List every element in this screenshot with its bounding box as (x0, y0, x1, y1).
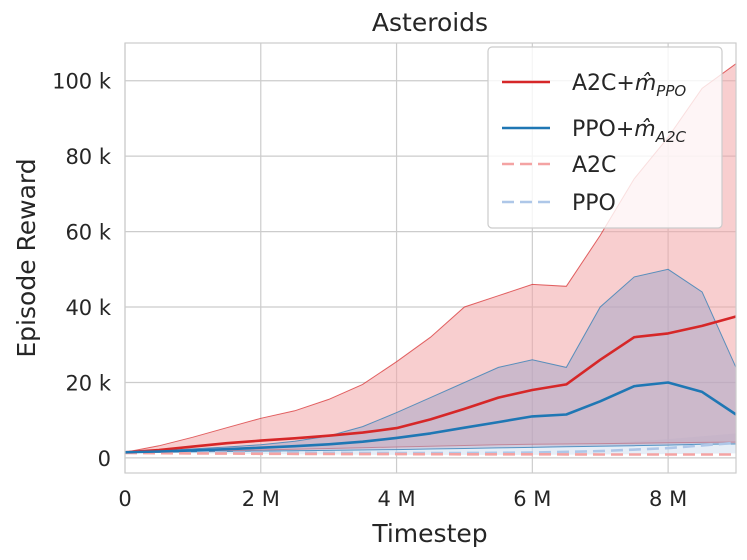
y-tick-label: 20 k (65, 371, 111, 395)
legend-label: A2C (572, 153, 616, 178)
legend-label: PPO (572, 191, 616, 216)
legend: A2C+m̂PPO PPO+m̂A2C A2C PPO (487, 46, 723, 229)
y-tick-labels: 0 20 k 40 k 60 k 80 k 100 k (52, 70, 112, 471)
legend-box (487, 46, 723, 229)
y-tick-label: 60 k (65, 221, 111, 245)
series-lines (124, 315, 737, 456)
series-line-2 (124, 451, 736, 456)
band-series-3 (125, 433, 736, 455)
series-line-0 (124, 315, 737, 454)
y-tick-label: 0 (98, 447, 111, 471)
chart-title: Asteroids (372, 8, 488, 37)
x-tick-label: 6 M (513, 487, 551, 511)
x-tick-label: 4 M (377, 487, 415, 511)
plot-frame (124, 42, 737, 474)
y-tick-label: 40 k (65, 296, 111, 320)
y-axis-title: Episode Reward (12, 158, 41, 357)
x-tick-label: 8 M (649, 487, 687, 511)
series-line-1 (124, 381, 737, 454)
x-axis-title: Timestep (371, 519, 487, 548)
legend-label: A2C+m̂PPO (572, 71, 686, 100)
legend-label: PPO+m̂A2C (572, 117, 687, 146)
x-tick-label: 2 M (242, 487, 280, 511)
x-tick-label: 0 (118, 487, 131, 511)
x-tick-labels: 0 2 M 4 M 6 M 8 M (118, 487, 687, 511)
y-tick-label: 80 k (65, 145, 111, 169)
band-upper-edge-1 (124, 268, 737, 453)
y-tick-label: 100 k (52, 70, 112, 94)
